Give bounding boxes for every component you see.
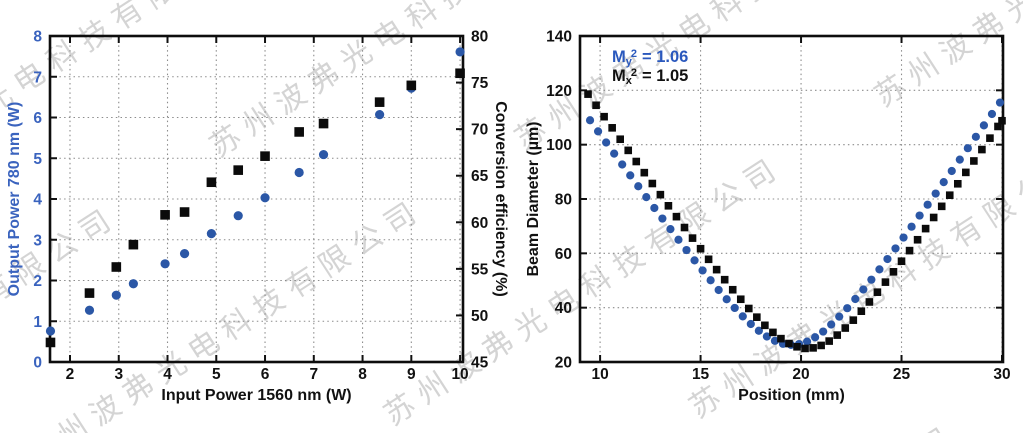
svg-text:2: 2: [66, 366, 75, 383]
svg-text:15: 15: [692, 366, 710, 383]
svg-text:3: 3: [114, 366, 123, 383]
annotation-sup: 2: [630, 67, 637, 79]
beam-diameter-x-series: [584, 90, 1006, 353]
svg-text:9: 9: [407, 366, 416, 383]
beam-diameter-y-series: [585, 98, 1005, 349]
gridlines: [50, 36, 463, 362]
m-squared-x-annotation: Mx2 = 1.05: [612, 64, 688, 91]
svg-text:30: 30: [993, 366, 1010, 383]
m-squared-y-annotation: My2 = 1.06: [612, 45, 688, 72]
svg-text:7: 7: [309, 366, 318, 383]
svg-text:6: 6: [261, 366, 270, 383]
svg-text:25: 25: [893, 366, 911, 383]
svg-text:65: 65: [471, 168, 489, 185]
svg-text:45: 45: [471, 355, 489, 372]
svg-text:5: 5: [33, 151, 42, 168]
svg-text:1: 1: [33, 314, 42, 331]
svg-text:10: 10: [591, 366, 608, 383]
annotation-value: = 1.06: [642, 48, 689, 66]
svg-text:7: 7: [33, 69, 42, 86]
svg-text:0: 0: [33, 355, 42, 372]
svg-text:4: 4: [33, 192, 42, 209]
svg-text:6: 6: [33, 110, 42, 127]
svg-text:4: 4: [163, 366, 172, 383]
svg-text:60: 60: [471, 215, 488, 232]
annotation-base: M: [612, 48, 626, 66]
output-power-780nm-series: [45, 47, 465, 336]
annotation-sub: x: [625, 75, 632, 87]
tick-labels: 10 15 20 25 30 20 40 60 80 100 120 140: [546, 29, 1010, 384]
svg-text:140: 140: [546, 29, 572, 46]
svg-text:5: 5: [212, 366, 221, 383]
svg-text:100: 100: [546, 137, 572, 154]
annotation-base: M: [612, 67, 626, 85]
plot-border: [48, 34, 465, 364]
annotation-sup: 2: [630, 48, 637, 60]
y-axis-label-conversion-efficiency: Conversion efficiency (%): [492, 101, 509, 297]
gridlines: [580, 36, 1003, 362]
beam-caustic-chart: 10 15 20 25 30 20 40 60 80 100 120 140: [546, 29, 1010, 384]
x-axis-label-input-power: Input Power 1560 nm (W): [161, 387, 352, 404]
svg-text:55: 55: [471, 261, 489, 278]
svg-text:10: 10: [451, 366, 468, 383]
svg-text:75: 75: [471, 75, 489, 92]
plot-border: [578, 34, 1005, 364]
svg-text:120: 120: [546, 83, 572, 100]
svg-text:2: 2: [33, 273, 42, 290]
svg-text:50: 50: [471, 308, 488, 325]
svg-text:20: 20: [555, 355, 572, 372]
y-axis-label-beam-diameter: Beam Diameter (µm): [525, 121, 542, 277]
svg-text:80: 80: [471, 29, 488, 46]
annotation-value: = 1.05: [642, 67, 689, 85]
svg-text:8: 8: [358, 366, 367, 383]
svg-text:3: 3: [33, 232, 42, 249]
svg-text:20: 20: [792, 366, 809, 383]
svg-text:40: 40: [555, 300, 572, 317]
svg-text:8: 8: [33, 29, 42, 46]
annotation-sub: y: [625, 56, 632, 68]
x-axis-label-position: Position (mm): [738, 387, 845, 404]
svg-text:80: 80: [555, 192, 572, 209]
svg-text:60: 60: [555, 246, 572, 263]
svg-text:70: 70: [471, 122, 488, 139]
conversion-efficiency-series: [45, 68, 465, 348]
y-axis-label-output-power: Output Power 780 nm (W): [6, 101, 23, 297]
